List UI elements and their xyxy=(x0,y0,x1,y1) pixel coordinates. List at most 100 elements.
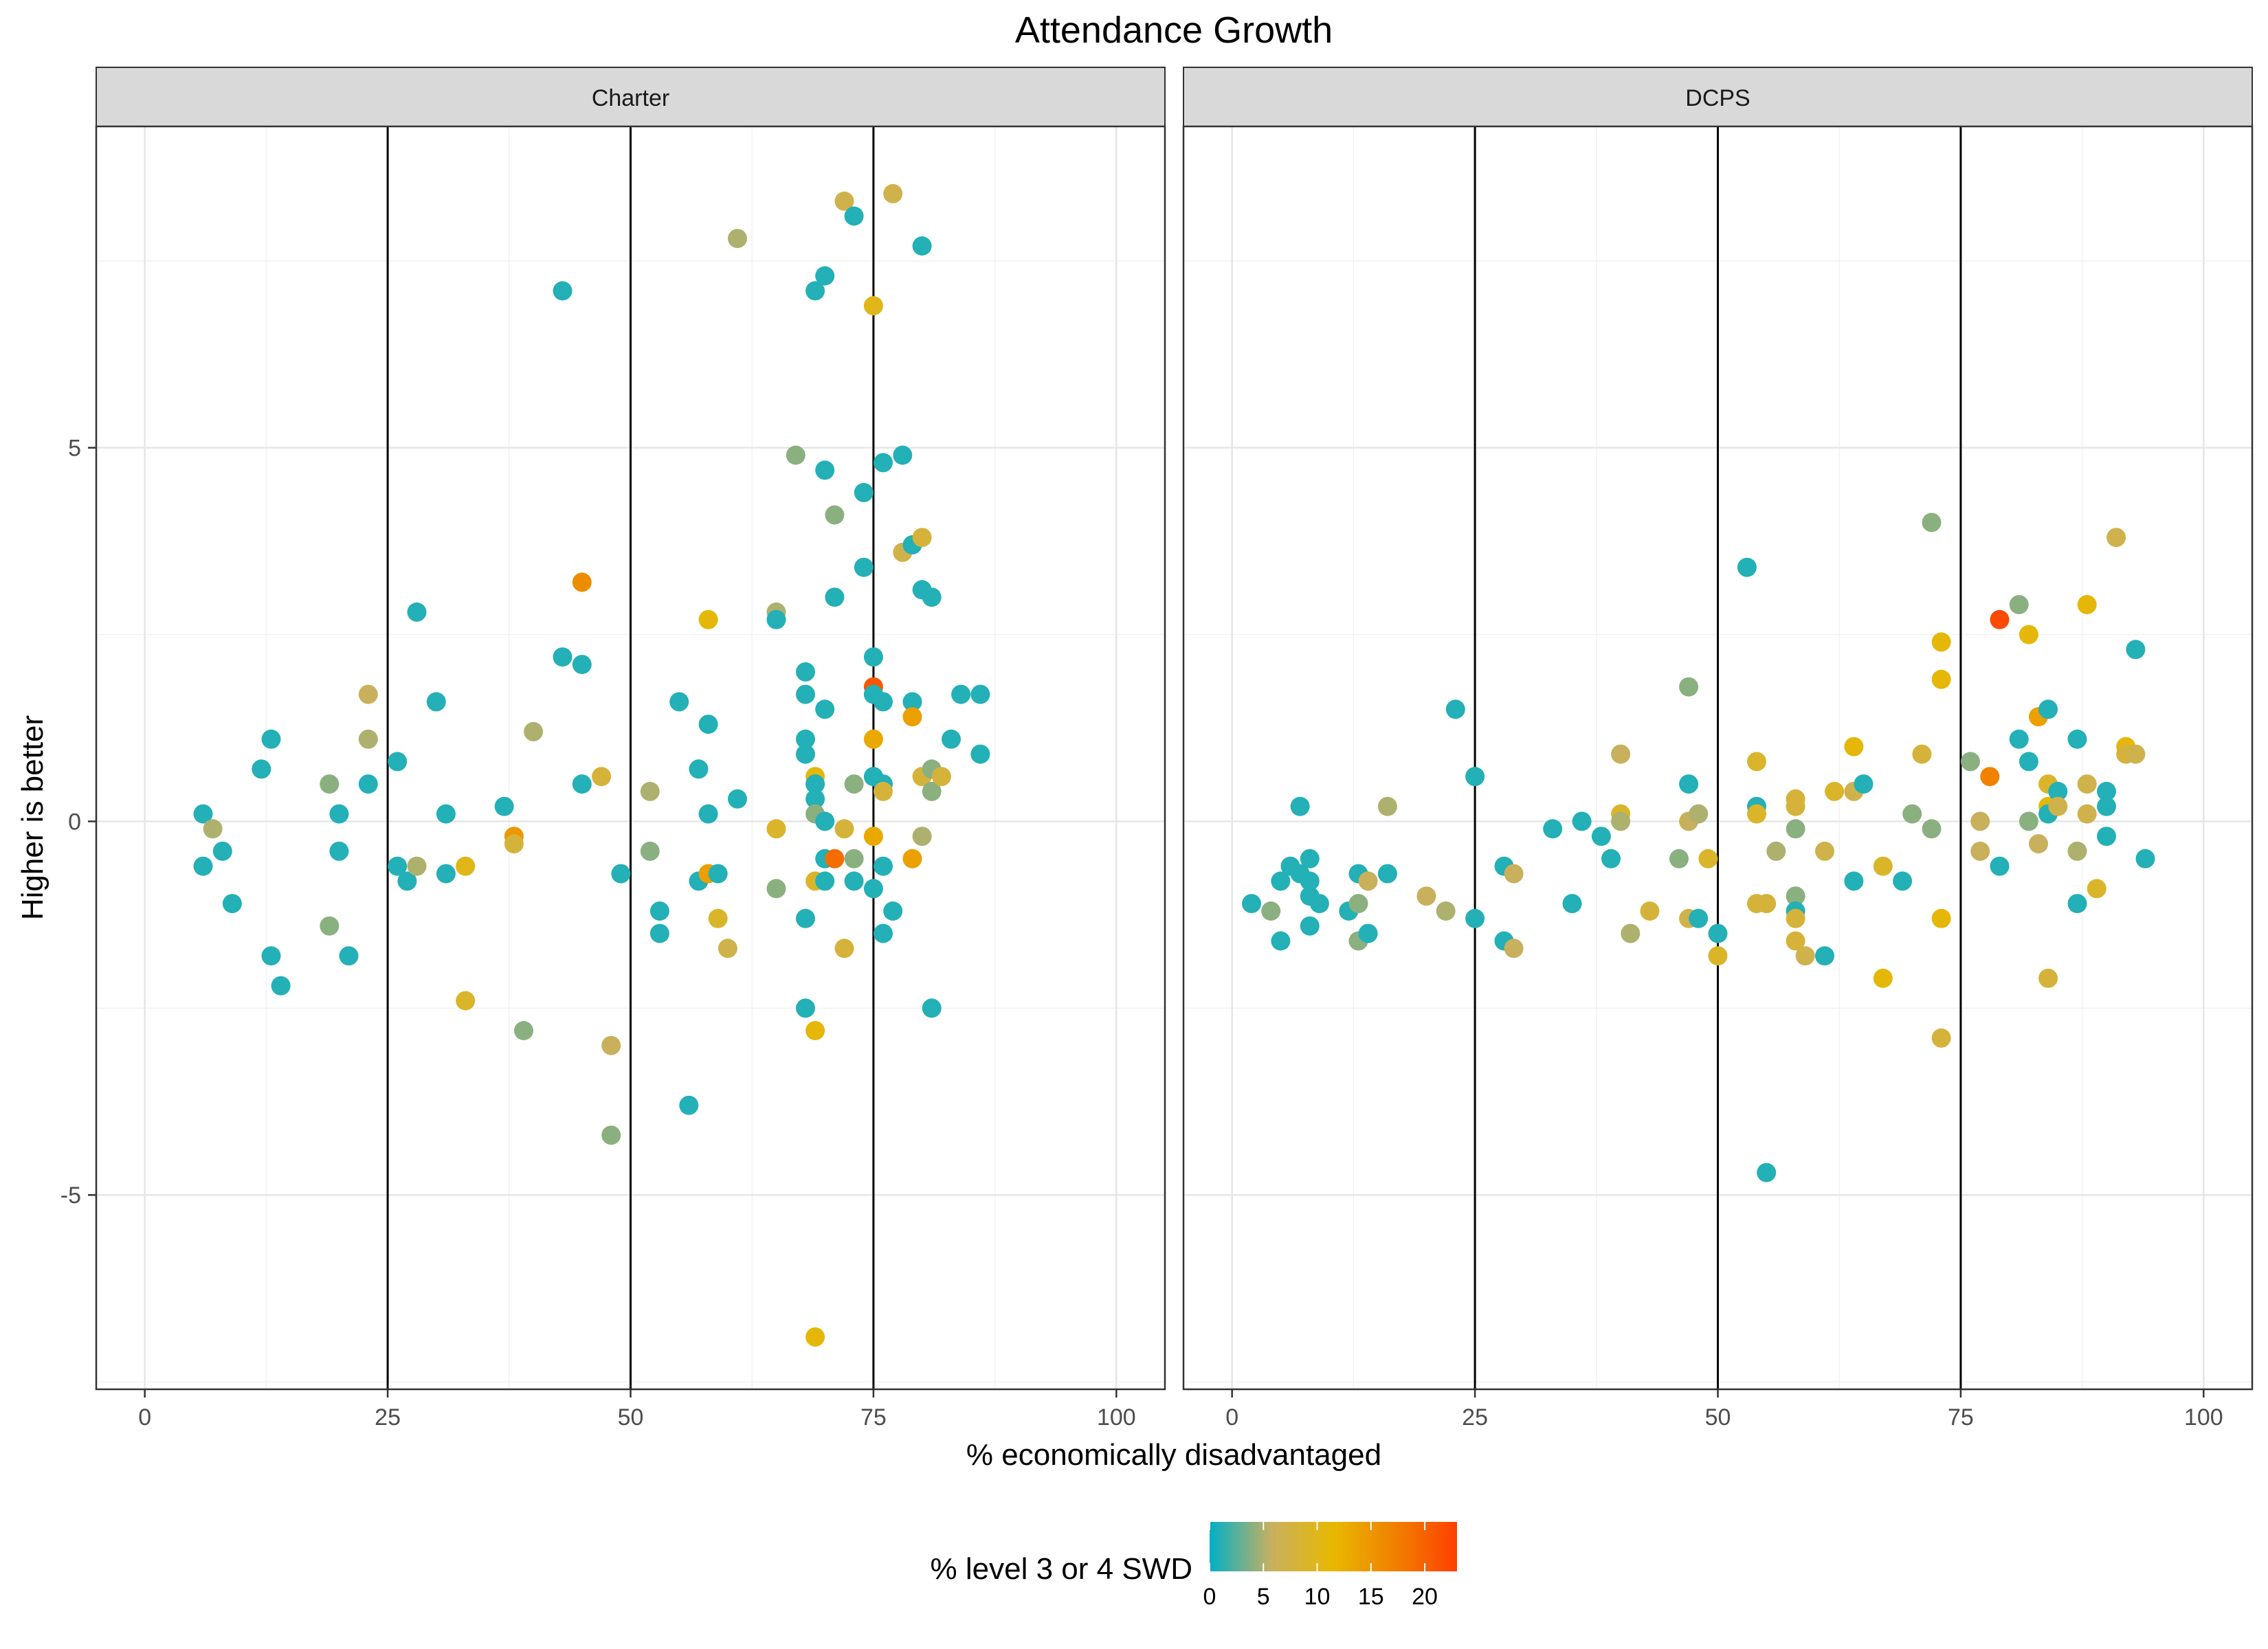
data-point xyxy=(456,856,476,876)
data-point xyxy=(1931,669,1951,689)
data-point xyxy=(805,789,825,809)
data-point xyxy=(1844,871,1864,891)
points-charter xyxy=(193,183,990,1347)
data-point xyxy=(1601,849,1621,868)
data-point xyxy=(252,759,271,779)
legend-tick-label: 15 xyxy=(1358,1584,1384,1610)
data-point xyxy=(951,684,971,704)
data-point xyxy=(1436,901,1456,921)
data-point xyxy=(1689,804,1709,824)
data-point xyxy=(592,767,612,787)
data-point xyxy=(1611,811,1631,831)
data-point xyxy=(942,729,961,749)
data-point xyxy=(786,445,805,465)
data-point xyxy=(834,939,854,958)
data-point xyxy=(1737,557,1757,577)
data-point xyxy=(1922,819,1942,839)
data-point xyxy=(796,744,815,764)
data-point xyxy=(2038,968,2058,988)
data-point xyxy=(2097,827,2116,846)
data-point xyxy=(1873,856,1893,876)
data-point xyxy=(1786,931,1805,951)
data-point xyxy=(796,662,815,682)
data-point xyxy=(1290,796,1310,816)
data-point xyxy=(912,236,932,256)
data-point xyxy=(1689,908,1709,928)
data-point xyxy=(874,856,893,876)
data-point xyxy=(1261,901,1281,921)
data-point xyxy=(825,587,845,607)
data-point xyxy=(922,587,942,607)
data-point xyxy=(261,946,281,966)
data-point xyxy=(553,281,572,301)
data-point xyxy=(766,819,786,839)
data-point xyxy=(2077,804,2097,824)
data-point xyxy=(2097,781,2116,801)
data-point xyxy=(649,901,669,921)
data-point xyxy=(844,206,864,226)
data-point xyxy=(1825,781,1845,801)
legend-ticks: 0 5 10 15 20 xyxy=(1203,1522,1438,1610)
data-point xyxy=(728,229,747,249)
data-point xyxy=(2135,849,2155,868)
x-tick-label: 25 xyxy=(375,1404,401,1431)
points-dcps xyxy=(1242,513,2155,1182)
data-point xyxy=(1902,804,1922,824)
data-point xyxy=(1961,752,1980,772)
data-point xyxy=(1300,849,1320,868)
data-point xyxy=(1377,796,1397,816)
data-point xyxy=(1931,908,1951,928)
data-point xyxy=(1980,767,2000,787)
data-point xyxy=(320,774,340,794)
data-point xyxy=(1844,737,1864,756)
data-point xyxy=(203,819,223,839)
data-point xyxy=(844,871,864,891)
data-point xyxy=(834,191,854,211)
data-point xyxy=(2019,811,2038,831)
data-point xyxy=(1931,632,1951,652)
data-point xyxy=(1679,677,1699,697)
data-point xyxy=(611,864,631,884)
data-point xyxy=(2097,796,2116,816)
data-point xyxy=(1854,774,1874,794)
data-point xyxy=(863,647,883,667)
data-point xyxy=(1786,908,1805,928)
panel-strip-label: Charter xyxy=(592,85,669,111)
data-point xyxy=(601,1035,621,1055)
data-point xyxy=(212,841,232,861)
x-tick-label: 50 xyxy=(618,1404,644,1431)
data-point xyxy=(815,460,835,480)
x-tick-label: 25 xyxy=(1462,1404,1488,1431)
y-axis-label: Higher is better xyxy=(16,715,49,920)
data-point xyxy=(2029,834,2048,854)
data-point xyxy=(1786,819,1805,839)
data-point xyxy=(2087,879,2106,899)
legend-tick-label: 20 xyxy=(1412,1584,1438,1610)
legend-tick-label: 10 xyxy=(1304,1584,1331,1610)
data-point xyxy=(2038,699,2058,719)
data-point xyxy=(970,744,990,764)
data-point xyxy=(718,939,737,958)
data-point xyxy=(805,1021,825,1040)
data-point xyxy=(863,879,883,899)
data-point xyxy=(1416,886,1436,906)
data-point xyxy=(883,183,903,203)
data-point xyxy=(261,729,281,749)
data-point xyxy=(388,752,408,772)
panel-dcps: DCPS 0 25 50 75 100 xyxy=(1182,67,2254,1431)
data-point xyxy=(1747,752,1766,772)
data-point xyxy=(834,819,854,839)
data-point xyxy=(524,721,544,741)
panel-strip xyxy=(96,67,1166,127)
data-point xyxy=(1815,841,1834,861)
data-point xyxy=(1611,744,1631,764)
data-point xyxy=(1271,871,1291,891)
data-point xyxy=(271,976,291,996)
data-point xyxy=(1300,871,1320,891)
y-tick-label: 0 xyxy=(68,809,81,835)
data-point xyxy=(1445,699,1465,719)
data-point xyxy=(358,774,378,794)
data-point xyxy=(456,991,476,1011)
data-point xyxy=(902,849,922,868)
data-point xyxy=(193,856,213,876)
